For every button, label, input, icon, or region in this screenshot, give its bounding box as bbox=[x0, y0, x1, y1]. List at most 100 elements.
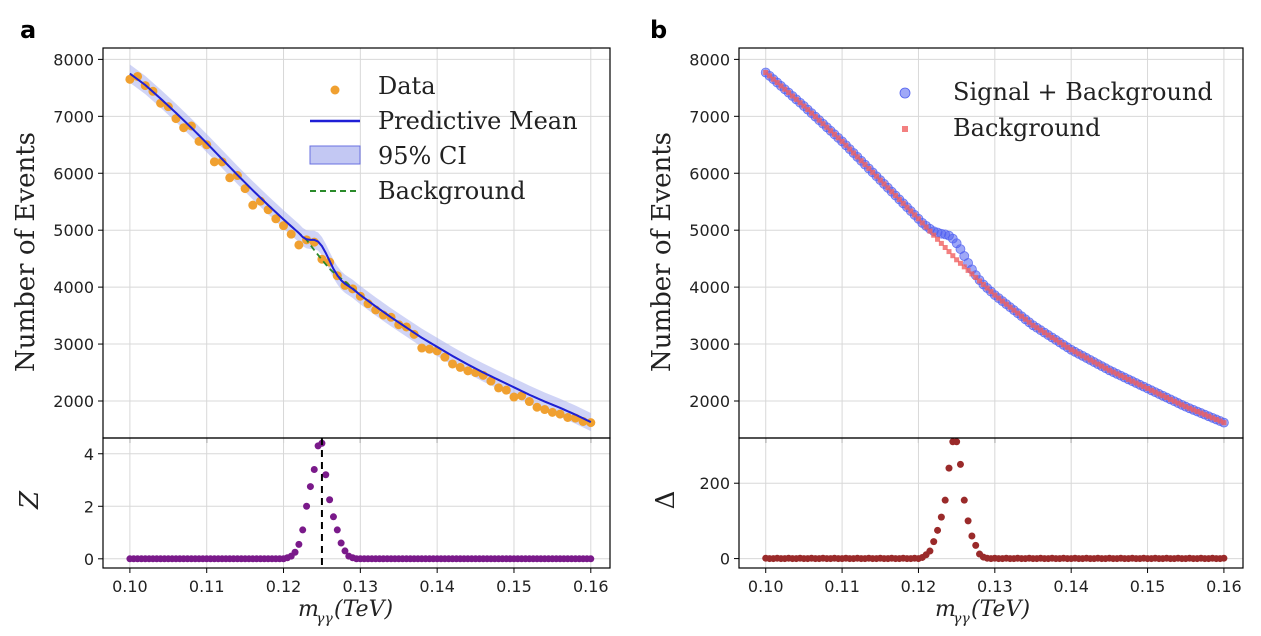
background-point bbox=[946, 249, 952, 255]
background-point bbox=[1053, 337, 1059, 343]
background-point bbox=[793, 96, 799, 102]
data-point bbox=[501, 385, 511, 395]
b-bot-xtick-label-0: 0.10 bbox=[748, 577, 784, 596]
b-top-ytick-label-6: 8000 bbox=[689, 50, 730, 69]
background-point bbox=[957, 260, 963, 266]
background-point bbox=[1083, 355, 1089, 361]
background-point bbox=[904, 204, 910, 210]
data-point bbox=[125, 74, 135, 84]
b-bot-xtick-label-5: 0.15 bbox=[1130, 577, 1166, 596]
b-bot-frame bbox=[738, 437, 1244, 569]
background-point bbox=[1198, 410, 1204, 416]
background-point bbox=[1171, 398, 1177, 404]
background-point bbox=[935, 236, 941, 242]
background-point bbox=[789, 93, 795, 99]
delta-point bbox=[1220, 554, 1228, 562]
background-point bbox=[965, 267, 971, 273]
background-point bbox=[854, 154, 860, 160]
delta-point bbox=[926, 547, 934, 555]
b-top-ytick-label-3: 5000 bbox=[689, 221, 730, 240]
background-point bbox=[1007, 304, 1013, 310]
background-point bbox=[797, 100, 803, 106]
background-point bbox=[996, 295, 1002, 301]
background-point bbox=[1213, 416, 1219, 422]
background-point bbox=[1190, 407, 1196, 413]
data-point bbox=[248, 200, 258, 210]
background-point bbox=[992, 292, 998, 298]
background-point bbox=[1106, 367, 1112, 373]
data-point bbox=[179, 123, 189, 133]
delta-point bbox=[972, 541, 980, 549]
data-point bbox=[286, 229, 296, 239]
background-point bbox=[969, 271, 975, 277]
background-point bbox=[1068, 347, 1074, 353]
background-point bbox=[820, 121, 826, 127]
panel-a-xlabel-unit: (TeV) bbox=[334, 597, 393, 622]
data-point bbox=[424, 344, 434, 354]
background-point bbox=[1015, 310, 1021, 316]
data-point bbox=[186, 121, 196, 131]
legend-label: Background bbox=[953, 114, 1101, 142]
background-point bbox=[1038, 327, 1044, 333]
background-point bbox=[786, 90, 792, 96]
data-point bbox=[271, 214, 281, 224]
background-point bbox=[1064, 344, 1070, 350]
background-point bbox=[835, 135, 841, 141]
data-point bbox=[279, 221, 289, 231]
data-point bbox=[225, 173, 235, 183]
delta-point bbox=[930, 538, 938, 546]
ci-band bbox=[129, 64, 591, 432]
background-point bbox=[1026, 319, 1032, 325]
data-point bbox=[417, 343, 427, 353]
z-point bbox=[303, 502, 311, 510]
background-point bbox=[1080, 353, 1086, 359]
background-point bbox=[1041, 330, 1047, 336]
background-point bbox=[977, 278, 983, 284]
data-point bbox=[202, 140, 212, 150]
background-point bbox=[973, 274, 979, 280]
background-point bbox=[858, 158, 864, 164]
a-top-ytick-label-0: 2000 bbox=[53, 392, 94, 411]
background-point bbox=[816, 117, 822, 123]
background-point bbox=[763, 69, 769, 75]
b-bot-xtick-label-6: 0.16 bbox=[1206, 577, 1242, 596]
legend-a: Data Predictive Mean 95% CI Background bbox=[309, 72, 578, 205]
b-bot-xtick-label-1: 0.11 bbox=[824, 577, 860, 596]
background-point bbox=[896, 196, 902, 202]
a-bot-xtick-label-4: 0.14 bbox=[419, 577, 455, 596]
background-point bbox=[1099, 363, 1105, 369]
background-point bbox=[881, 181, 887, 187]
z-point bbox=[329, 513, 337, 521]
delta-point bbox=[941, 496, 949, 504]
b-top-ytick-label-2: 4000 bbox=[689, 278, 730, 297]
background-point bbox=[1076, 351, 1082, 357]
z-point bbox=[295, 540, 303, 548]
background-point bbox=[774, 80, 780, 86]
a-bot-xtick-label-0: 0.10 bbox=[112, 577, 148, 596]
background-point bbox=[999, 298, 1005, 304]
a-top-ytick-label-2: 4000 bbox=[53, 278, 94, 297]
panel-b-ylabel-delta: Δ bbox=[651, 491, 681, 510]
legend-marker-ci bbox=[309, 145, 361, 165]
background-point bbox=[915, 216, 921, 222]
background-point bbox=[1118, 373, 1124, 379]
background-point bbox=[1057, 339, 1063, 345]
background-point bbox=[1091, 359, 1097, 365]
background-point bbox=[828, 128, 834, 134]
background-point bbox=[889, 189, 895, 195]
background-point bbox=[870, 169, 876, 175]
background-point bbox=[866, 165, 872, 171]
delta-point bbox=[956, 460, 964, 468]
data-point bbox=[555, 409, 565, 419]
background-point bbox=[1087, 357, 1093, 363]
legend-marker-background bbox=[902, 126, 908, 132]
delta-point bbox=[945, 464, 953, 472]
background-point bbox=[801, 103, 807, 109]
b-top-ytick-label-4: 6000 bbox=[689, 164, 730, 183]
predictive-mean-line bbox=[129, 72, 592, 423]
panel-b-xlabel-m: m bbox=[935, 597, 956, 622]
background-point bbox=[1034, 325, 1040, 331]
legend-label: Background bbox=[378, 177, 526, 205]
legend-label: Signal + Background bbox=[953, 78, 1213, 106]
background-point bbox=[1095, 361, 1101, 367]
